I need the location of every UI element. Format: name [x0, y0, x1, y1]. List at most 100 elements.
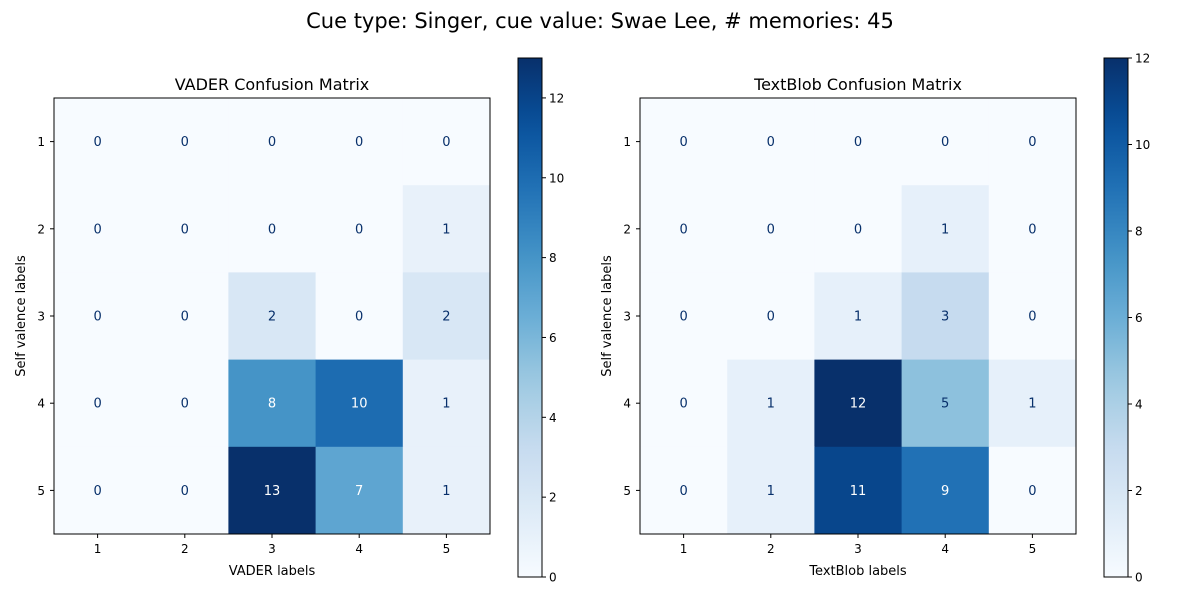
cell-value-label: 2 [442, 310, 450, 325]
vader-axis-ticks: 1 2 3 4 5 1 2 3 4 5 [37, 135, 450, 556]
textblob-heatmap-cells: 0 0 0 0 00 0 0 1 00 0 1 3 00 1 12 5 10 1 11 9 0 [640, 98, 1077, 535]
heatmap-cell [727, 272, 815, 361]
heatmap-cell [988, 185, 1077, 273]
x-tick-label: 3 [268, 542, 276, 556]
heatmap-cell [54, 446, 142, 535]
heatmap-cell [315, 185, 404, 273]
heatmap-cell [402, 272, 491, 361]
vader-x-axis-label: VADER labels [229, 564, 316, 579]
colorbar-gradient [518, 58, 542, 577]
cell-value-label: 0 [181, 484, 189, 499]
heatmap-cell [141, 98, 229, 186]
cell-value-label: 0 [679, 135, 687, 150]
heatmap-cell [402, 446, 491, 535]
cell-value-label: 13 [264, 484, 281, 499]
heatmap-cell [640, 272, 728, 361]
heatmap-cell [814, 446, 903, 535]
heatmap-cell [228, 359, 317, 448]
heatmap-cell [727, 446, 815, 535]
vader-matrix-title: VADER Confusion Matrix [175, 75, 370, 94]
heatmap-cell [54, 185, 142, 273]
heatmap-cell [54, 359, 142, 448]
heatmap-cell [901, 185, 990, 273]
colorbar-tick-label: 2 [549, 491, 557, 505]
cell-value-label: 0 [679, 484, 687, 499]
colorbar-tick-label: 6 [1135, 311, 1143, 325]
colorbar-tick-label: 6 [549, 331, 557, 345]
cell-value-label: 0 [181, 397, 189, 412]
heatmap-cell [988, 98, 1077, 186]
y-tick-label: 2 [623, 222, 631, 236]
heatmap-cell [727, 98, 815, 186]
cell-value-label: 0 [268, 135, 276, 150]
x-tick-label: 1 [680, 542, 688, 556]
colorbar-tick-label: 8 [1135, 225, 1143, 239]
heatmap-cell [901, 446, 990, 535]
cell-value-label: 0 [181, 135, 189, 150]
cell-value-label: 0 [181, 310, 189, 325]
heatmap-cell [315, 272, 404, 361]
heatmap-cell [814, 272, 903, 361]
y-tick-label: 3 [37, 310, 45, 324]
colorbar-tick-label: 12 [549, 91, 564, 105]
cell-value-label: 0 [767, 135, 775, 150]
y-tick-label: 5 [623, 484, 631, 498]
cell-value-label: 0 [93, 135, 101, 150]
colorbar-tick-label: 0 [549, 571, 557, 585]
figure-suptitle: Cue type: Singer, cue value: Swae Lee, #… [306, 9, 894, 33]
heatmap-cell [315, 359, 404, 448]
heatmap-cell [901, 272, 990, 361]
textblob-colorbar: 0 2 4 6 8 10 12 [1103, 52, 1150, 585]
cell-value-label: 0 [1028, 484, 1036, 499]
cell-value-label: 0 [442, 135, 450, 150]
cell-value-label: 0 [355, 222, 363, 237]
heatmap-cell [640, 446, 728, 535]
heatmap-cell [901, 359, 990, 448]
cell-value-label: 0 [93, 222, 101, 237]
cell-value-label: 0 [1028, 222, 1036, 237]
heatmap-cell [315, 98, 404, 186]
heatmap-cell [988, 272, 1077, 361]
colorbar-tick-label: 2 [1135, 484, 1143, 498]
y-tick-label: 1 [37, 135, 45, 149]
y-tick-label: 5 [37, 484, 45, 498]
heatmap-cell [988, 446, 1077, 535]
cell-value-label: 0 [767, 222, 775, 237]
textblob-x-axis-label: TextBlob labels [808, 564, 907, 579]
y-tick-label: 4 [37, 397, 45, 411]
cell-value-label: 1 [442, 397, 450, 412]
cell-value-label: 0 [941, 135, 949, 150]
colorbar-tick-label: 10 [1135, 138, 1150, 152]
colorbar-tick-label: 0 [1135, 571, 1143, 585]
cell-value-label: 0 [93, 397, 101, 412]
heatmap-cell [402, 185, 491, 273]
cell-value-label: 2 [268, 310, 276, 325]
cell-value-label: 12 [850, 397, 867, 412]
y-tick-label: 2 [37, 222, 45, 236]
cell-value-label: 9 [941, 484, 949, 499]
heatmap-cell [814, 98, 903, 186]
vader-colorbar: 0 2 4 6 8 10 12 [517, 57, 564, 585]
heatmap-cell [141, 446, 229, 535]
cell-value-label: 0 [268, 222, 276, 237]
x-tick-label: 5 [1029, 542, 1037, 556]
colorbar-tick-label: 12 [1135, 52, 1150, 66]
cell-value-label: 0 [854, 222, 862, 237]
cell-value-label: 0 [355, 135, 363, 150]
heatmap-cell [54, 98, 142, 186]
cell-value-label: 0 [854, 135, 862, 150]
cell-value-label: 7 [355, 484, 363, 499]
y-tick-label: 4 [623, 397, 631, 411]
heatmap-cell [141, 272, 229, 361]
colorbar-tick-label: 4 [1135, 398, 1143, 412]
x-tick-label: 5 [443, 542, 451, 556]
cell-value-label: 0 [679, 222, 687, 237]
heatmap-cell [640, 185, 728, 273]
cell-value-label: 1 [442, 484, 450, 499]
cell-value-label: 1 [854, 310, 862, 325]
heatmap-cell [727, 359, 815, 448]
heatmap-cell [640, 359, 728, 448]
heatmap-cell [727, 185, 815, 273]
heatmap-cell [141, 185, 229, 273]
